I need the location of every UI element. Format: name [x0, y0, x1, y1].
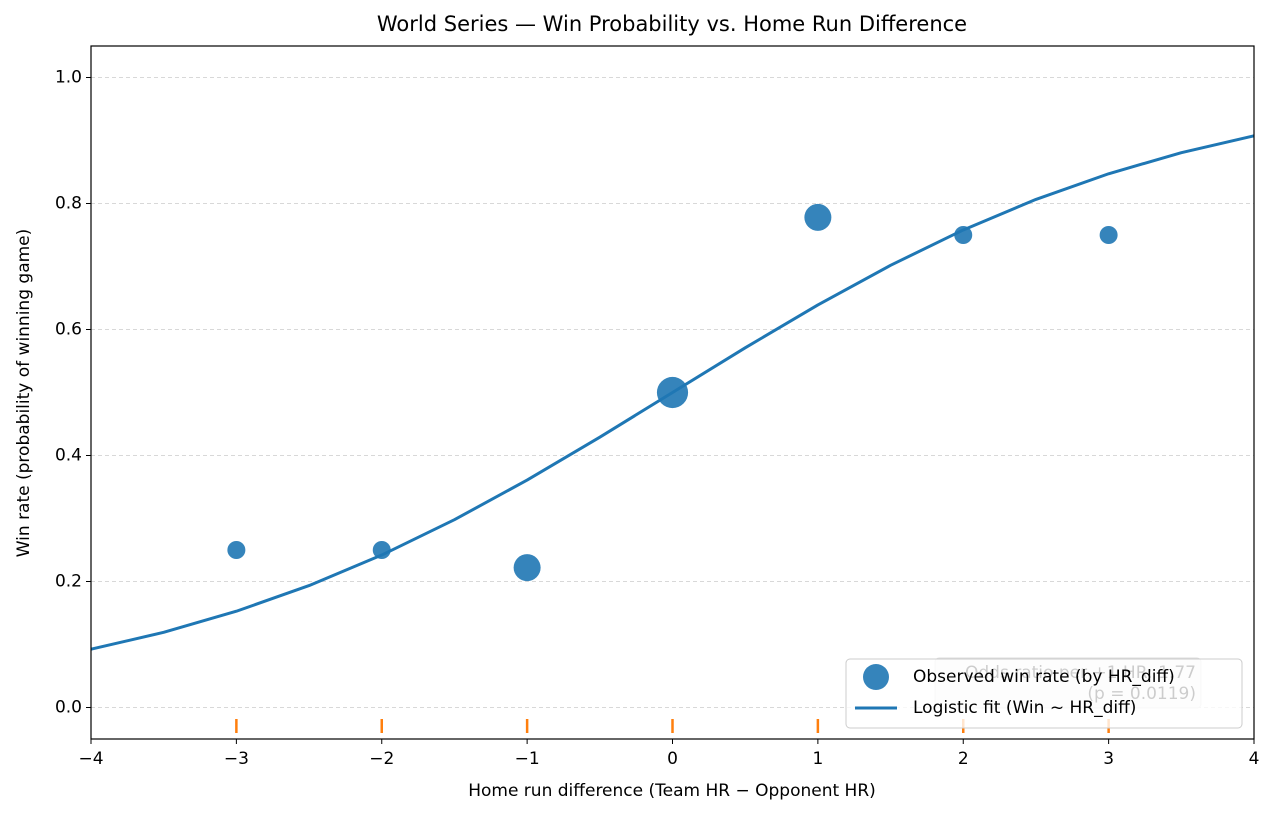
y-tick-label: 0.6 — [55, 320, 82, 340]
x-tick-label: −2 — [369, 749, 394, 769]
x-tick-label: 1 — [812, 749, 823, 769]
x-tick-label: 4 — [1249, 749, 1260, 769]
x-tick-label: 2 — [958, 749, 969, 769]
plot-frame — [90, 45, 1255, 740]
y-tick-label: 0.2 — [55, 572, 82, 592]
legend-label: Logistic fit (Win ~ HR_diff) — [913, 698, 1136, 718]
point — [227, 541, 246, 559]
legend-marker — [863, 664, 889, 690]
point — [513, 554, 541, 582]
x-tick-label: −3 — [224, 749, 249, 769]
x-tick-label: 3 — [1103, 749, 1114, 769]
legend-label: Observed win rate (by HR_diff) — [913, 667, 1175, 687]
point — [1099, 226, 1118, 244]
x-axis-label: Home run difference (Team HR − Opponent … — [468, 781, 876, 801]
x-tick-label: −1 — [515, 749, 540, 769]
y-tick-label: 0.4 — [55, 446, 82, 466]
y-tick-label: 1.0 — [55, 68, 82, 88]
legend-box — [845, 658, 1243, 729]
point — [804, 203, 832, 231]
x-tick-label: 0 — [667, 749, 678, 769]
y-axis-label: Win rate (probability of winning game) — [14, 229, 34, 558]
fit-line — [90, 134, 1255, 651]
chart-title: World Series — Win Probability vs. Home … — [377, 12, 967, 36]
y-tick-label: 0.8 — [55, 194, 82, 214]
y-tick-label: 0.0 — [55, 698, 82, 718]
x-tick-label: −4 — [78, 749, 103, 769]
